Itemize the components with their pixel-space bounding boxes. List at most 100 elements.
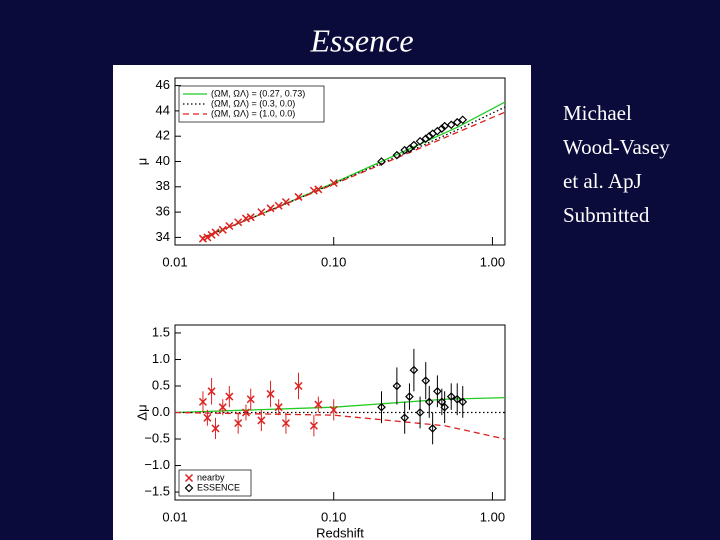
marker: [218, 403, 227, 412]
legend-label: (ΩM, ΩΛ) = (0.3, 0.0): [211, 98, 295, 108]
marker: [203, 413, 212, 422]
marker: [377, 402, 386, 412]
x-axis-label: Redshift: [316, 525, 364, 540]
marker: [452, 394, 462, 404]
marker: [234, 218, 243, 227]
marker: [207, 387, 216, 396]
marker: [400, 413, 410, 423]
marker: [421, 376, 431, 386]
marker: [458, 397, 468, 407]
model-curve: [174, 397, 506, 414]
y-tick-label: −0.5: [144, 430, 170, 445]
slide-title: Essence: [309, 22, 413, 58]
marker: [266, 204, 275, 213]
y-axis-label: Δμ: [134, 404, 149, 420]
legend-label: ESSENCE: [197, 482, 240, 492]
x-tick-label: 0.10: [321, 509, 346, 524]
marker: [421, 134, 431, 144]
marker: [458, 115, 468, 125]
y-tick-label: −1.0: [144, 457, 170, 472]
marker: [211, 424, 220, 433]
y-tick-label: 0.0: [152, 404, 170, 419]
marker: [211, 228, 220, 237]
marker: [218, 225, 227, 234]
marker: [437, 124, 447, 133]
marker: [281, 197, 290, 207]
marker: [241, 214, 251, 223]
marker: [377, 157, 386, 166]
caption: Michael Wood-Vasey et al. ApJ Submitted: [563, 101, 670, 227]
marker: [392, 381, 402, 391]
marker: [241, 408, 251, 417]
marker: [428, 424, 437, 433]
marker: [314, 400, 323, 409]
x-tick-label: 1.00: [480, 509, 505, 524]
legend-label: (ΩM, ΩΛ) = (1.0, 0.0): [211, 108, 295, 118]
marker: [405, 392, 414, 401]
legend-label: nearby: [197, 472, 225, 482]
marker: [246, 395, 255, 404]
legend-label: (ΩM, ΩΛ) = (0.27, 0.73): [211, 88, 305, 98]
marker: [294, 381, 303, 391]
legend-box: [178, 469, 252, 497]
y-tick-label: 0.5: [152, 377, 170, 392]
marker: [400, 145, 410, 155]
y-tick-label: 1.5: [152, 324, 170, 339]
y-tick-label: 38: [156, 178, 170, 193]
marker: [405, 144, 414, 154]
marker: [329, 405, 338, 414]
marker: [207, 230, 216, 239]
y-tick-label: 1.0: [152, 351, 170, 366]
marker: [424, 397, 434, 407]
marker: [409, 140, 419, 150]
marker: [246, 213, 255, 222]
marker: [274, 201, 283, 210]
marker: [225, 392, 234, 401]
legend-swatch: [184, 473, 194, 483]
marker: [203, 233, 212, 242]
x-tick-label: 0.01: [162, 254, 187, 269]
marker: [329, 178, 338, 188]
model-curve: [202, 106, 506, 239]
marker: [309, 421, 318, 430]
y-tick-label: −1.5: [144, 483, 170, 498]
marker: [198, 397, 207, 406]
marker: [446, 120, 456, 130]
y-tick-label: 46: [156, 77, 170, 92]
legend-swatch: [184, 483, 194, 493]
marker: [452, 117, 462, 127]
marker: [446, 392, 456, 401]
marker: [424, 131, 434, 141]
marker: [314, 185, 323, 194]
x-tick-label: 0.01: [162, 509, 187, 524]
model-curve: [174, 411, 506, 440]
marker: [433, 386, 442, 396]
y-tick-label: 34: [156, 229, 170, 244]
caption-line: et al. ApJ: [563, 169, 642, 193]
marker: [234, 419, 243, 428]
marker: [225, 221, 234, 231]
marker: [274, 403, 283, 412]
marker: [257, 416, 266, 425]
y-axis-label: μ: [134, 158, 149, 166]
y-tick-label: 36: [156, 204, 170, 219]
figure-panel: [113, 65, 531, 540]
caption-line: Wood-Vasey: [563, 135, 670, 159]
marker: [409, 365, 419, 375]
y-tick-label: 44: [156, 102, 170, 117]
marker: [415, 408, 425, 417]
marker: [266, 389, 275, 398]
marker: [294, 192, 303, 201]
marker: [392, 150, 402, 160]
marker: [281, 419, 290, 428]
y-tick-label: 40: [156, 153, 170, 168]
caption-line: Submitted: [563, 203, 650, 227]
caption-line: Michael: [563, 101, 632, 125]
x-tick-label: 0.10: [321, 254, 346, 269]
marker: [440, 402, 450, 412]
y-tick-label: 42: [156, 128, 170, 143]
x-tick-label: 1.00: [480, 254, 505, 269]
marker: [257, 208, 266, 217]
marker: [415, 136, 425, 146]
